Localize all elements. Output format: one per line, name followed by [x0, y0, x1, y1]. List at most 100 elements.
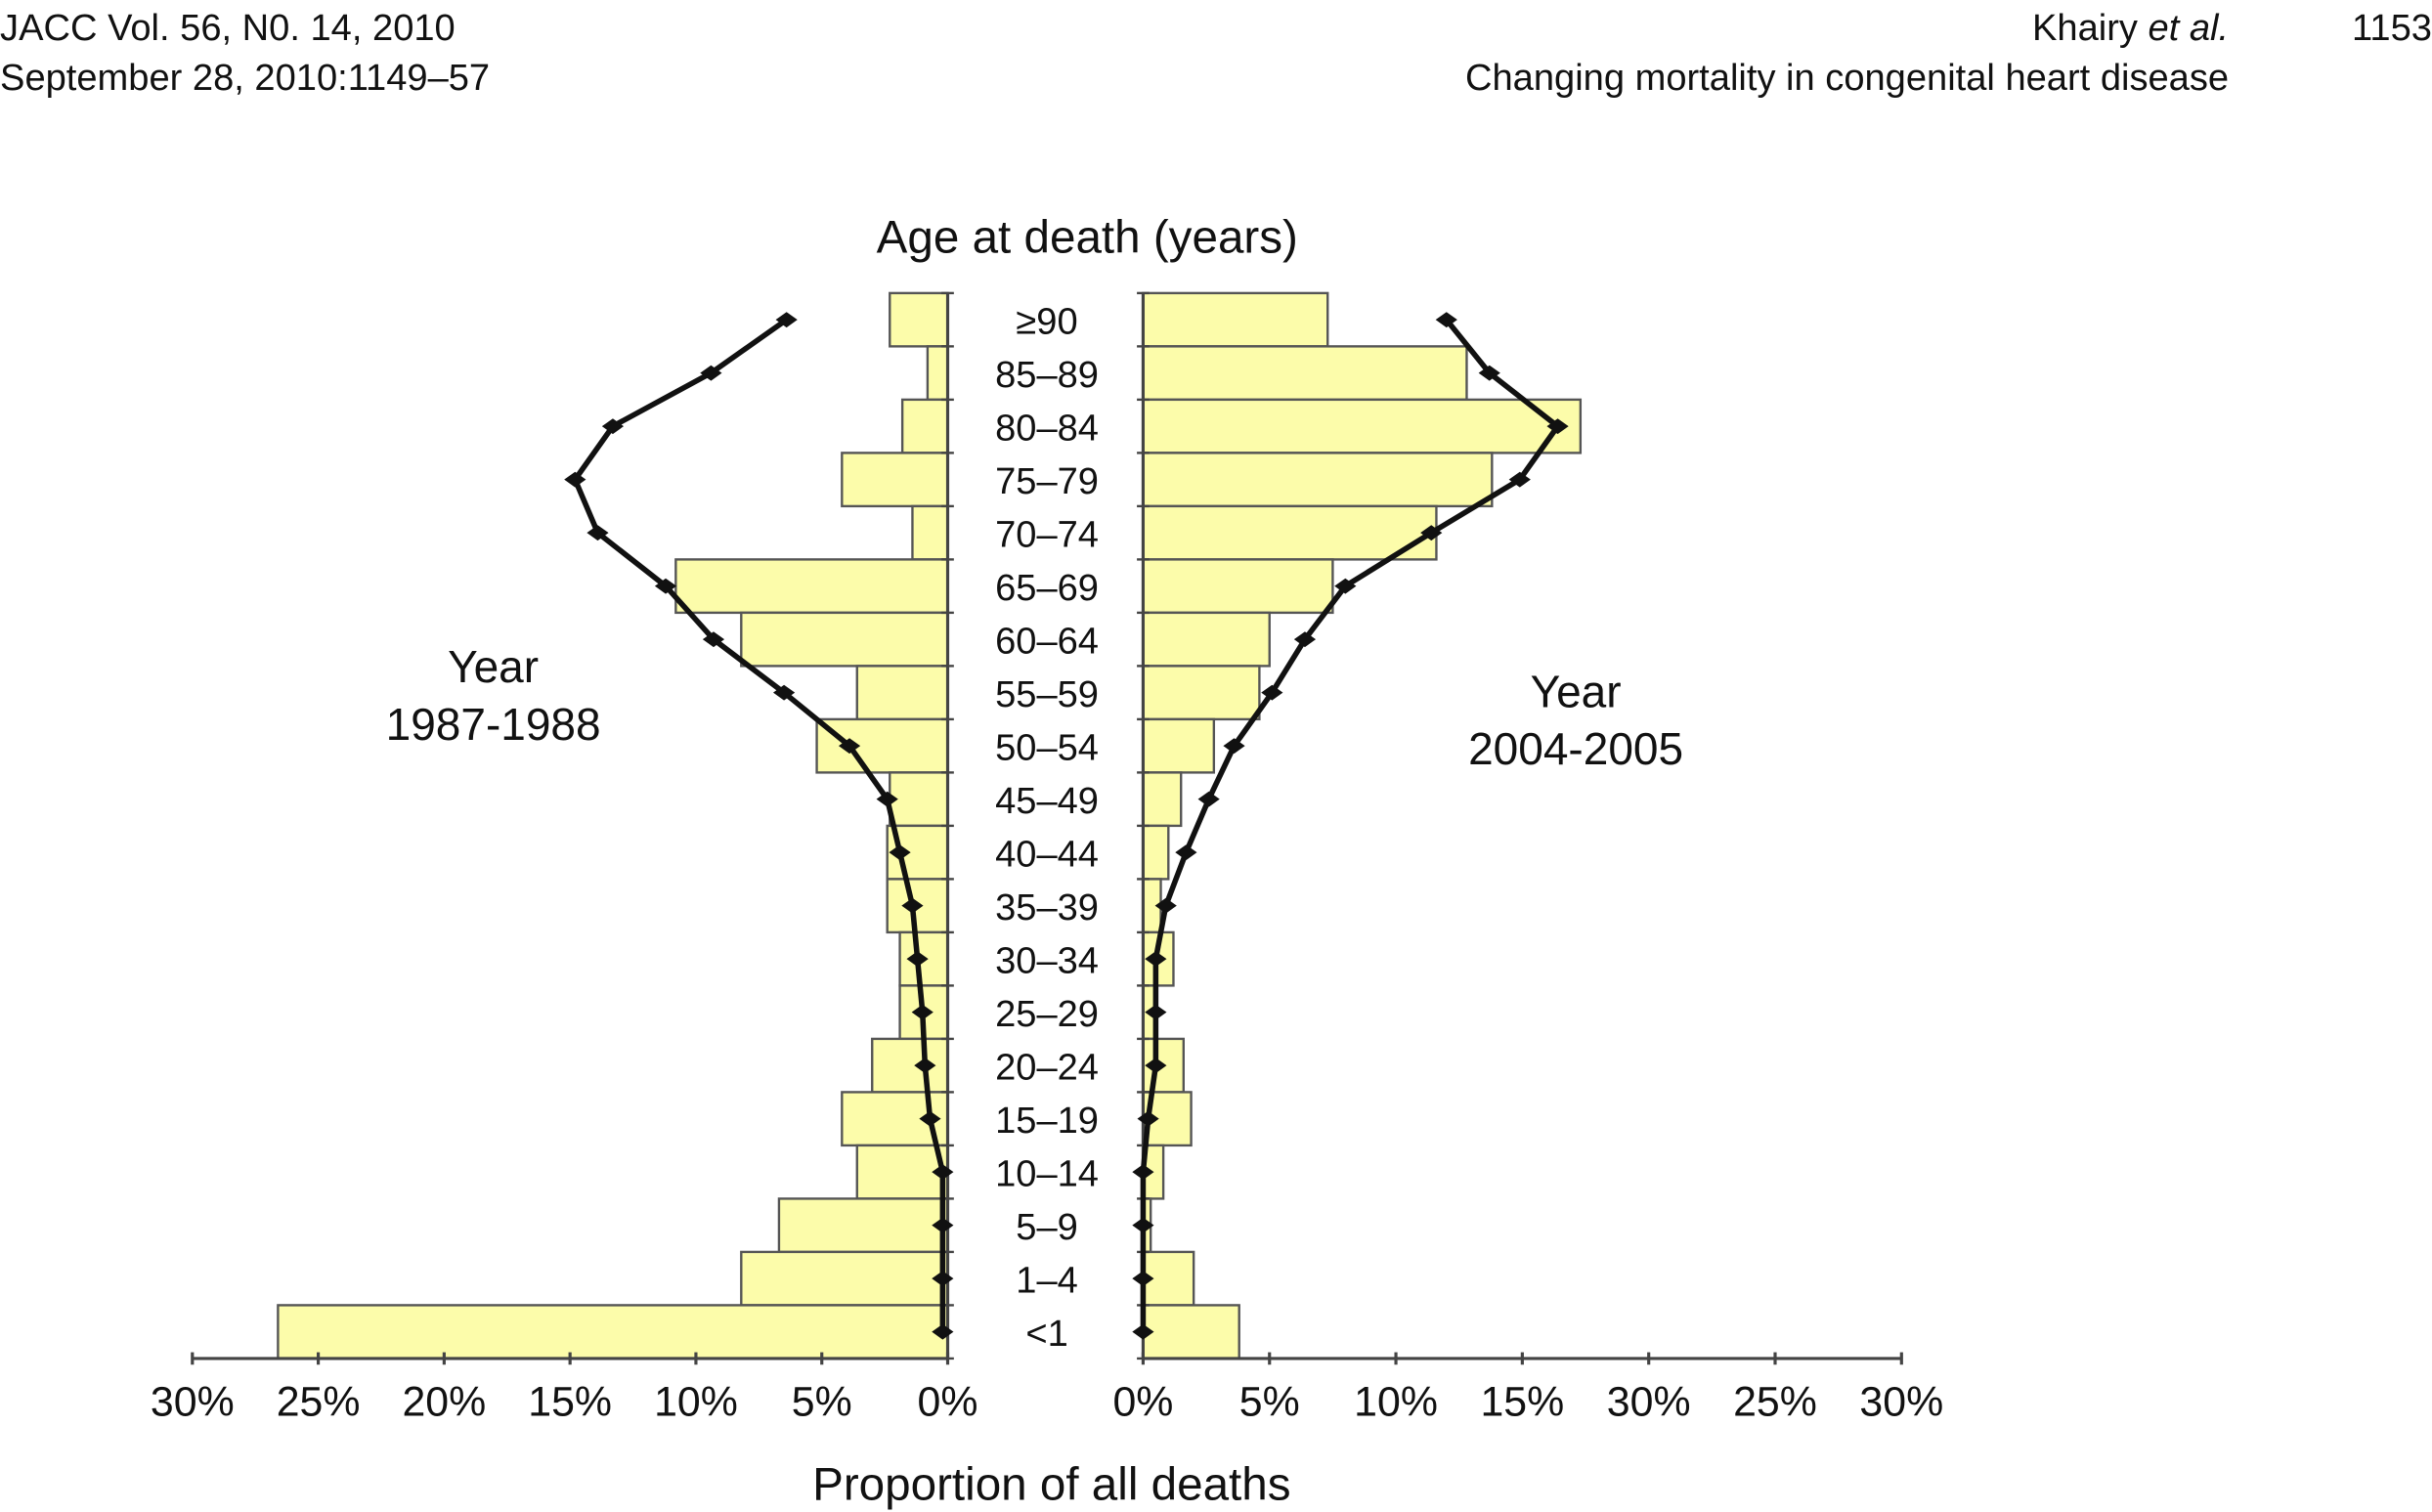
bar — [1142, 452, 1494, 508]
category-label: 25–29 — [995, 994, 1099, 1035]
bar — [855, 665, 949, 721]
category-label: 70–74 — [995, 514, 1099, 555]
data-point — [932, 1323, 954, 1340]
data-point — [1137, 1110, 1159, 1127]
category-label: 50–54 — [995, 727, 1099, 768]
category-label: 5–9 — [1016, 1207, 1078, 1248]
data-point — [1197, 791, 1220, 807]
bar — [889, 771, 949, 828]
data-point — [914, 1058, 936, 1074]
x-tick-label: 25% — [1733, 1379, 1817, 1426]
category-label: 10–14 — [995, 1153, 1099, 1194]
category-label: 35–39 — [995, 887, 1099, 929]
data-point — [1132, 1217, 1154, 1233]
panel-2004-2005: 0% 5% 10% 15% 30% 25% 30% — [1112, 291, 1943, 1426]
category-label: 30–34 — [995, 940, 1099, 981]
data-point — [911, 1004, 934, 1020]
x-tick-label: 20% — [403, 1379, 487, 1426]
data-point — [1145, 1004, 1167, 1020]
data-point — [1334, 578, 1357, 594]
bar — [815, 717, 949, 774]
data-point — [1293, 631, 1317, 648]
data-point — [601, 418, 625, 435]
page-header: JACC Vol. 56, N0. 14, 2010 September 28,… — [0, 8, 2432, 99]
bar — [1142, 611, 1271, 668]
data-point — [702, 631, 725, 648]
bar — [1142, 558, 1334, 615]
data-point — [932, 1217, 954, 1233]
series-line — [572, 317, 946, 1332]
data-point — [876, 791, 898, 807]
bar — [1142, 1304, 1240, 1361]
panel-1987-1988: 30% 25% 20% 15% 10% 5% 0% — [151, 291, 978, 1426]
author-line: Khairy et al. — [2032, 8, 2229, 49]
data-point — [838, 738, 861, 755]
data-point — [1223, 738, 1245, 755]
bar — [777, 1197, 949, 1254]
x-tick-label: 25% — [277, 1379, 361, 1426]
journal-citation: JACC Vol. 56, N0. 14, 2010 — [0, 8, 456, 49]
data-point — [1145, 951, 1167, 968]
bar — [1142, 398, 1583, 454]
data-point — [1132, 1164, 1154, 1181]
data-point — [889, 844, 911, 861]
bar — [740, 611, 949, 668]
x-tick-label: 15% — [528, 1379, 612, 1426]
data-point — [1145, 1058, 1167, 1074]
data-point — [932, 1164, 954, 1181]
x-tick-label: 10% — [654, 1379, 738, 1426]
data-point — [932, 1271, 954, 1287]
category-label: 60–64 — [995, 621, 1099, 662]
x-tick-label: 5% — [1239, 1379, 1300, 1426]
bar — [1142, 824, 1170, 881]
bar — [926, 345, 949, 402]
x-tick-label: 5% — [792, 1379, 852, 1426]
category-label: ≥90 — [1016, 301, 1077, 342]
x-tick-label: 10% — [1354, 1379, 1438, 1426]
x-tick-label: 30% — [1607, 1379, 1691, 1426]
x-axis-label: Proportion of all deaths — [812, 1458, 1290, 1510]
bar — [1142, 291, 1329, 348]
data-point — [772, 684, 796, 701]
data-point — [1478, 365, 1500, 381]
bar — [911, 504, 949, 561]
author-suffix: et al. — [2149, 8, 2230, 49]
bar — [841, 452, 949, 508]
data-point — [901, 897, 924, 914]
category-label: 45–49 — [995, 781, 1099, 822]
data-point — [919, 1110, 941, 1127]
data-point — [1154, 897, 1177, 914]
category-label: 40–44 — [995, 834, 1099, 875]
bar — [740, 1250, 949, 1307]
category-label: 20–24 — [995, 1047, 1099, 1088]
panel-label-1-line1: Year — [448, 641, 539, 692]
data-point — [1420, 525, 1443, 541]
bar — [1142, 717, 1216, 774]
chart-title: Age at death (years) — [877, 212, 1298, 264]
data-point — [564, 471, 586, 488]
running-title: Changing mortality in congenital heart d… — [1465, 58, 2229, 99]
data-point — [1508, 471, 1531, 488]
data-point — [906, 951, 929, 968]
bar — [900, 398, 949, 454]
data-point — [700, 365, 722, 381]
data-point — [586, 525, 609, 541]
bar — [674, 558, 949, 615]
data-point — [775, 312, 798, 328]
bar — [1142, 665, 1261, 721]
data-point — [1435, 312, 1457, 328]
bar — [1142, 504, 1438, 561]
category-label: 75–79 — [995, 461, 1099, 502]
category-label: 65–69 — [995, 568, 1099, 609]
panel-label-1-line2: 1987-1988 — [386, 699, 601, 750]
data-point — [1261, 684, 1283, 701]
category-labels: ≥90 85–89 80–84 75–79 70–74 65–69 60–64 55–59 50… — [995, 301, 1099, 1355]
page-number: 1153 — [2352, 8, 2432, 49]
x-tick-label: 15% — [1480, 1379, 1564, 1426]
bar — [871, 1037, 949, 1094]
bar — [277, 1304, 949, 1361]
data-point — [654, 578, 677, 594]
x-tick-label: 0% — [918, 1379, 978, 1426]
category-label: 55–59 — [995, 674, 1099, 715]
category-label: <1 — [1025, 1314, 1067, 1355]
